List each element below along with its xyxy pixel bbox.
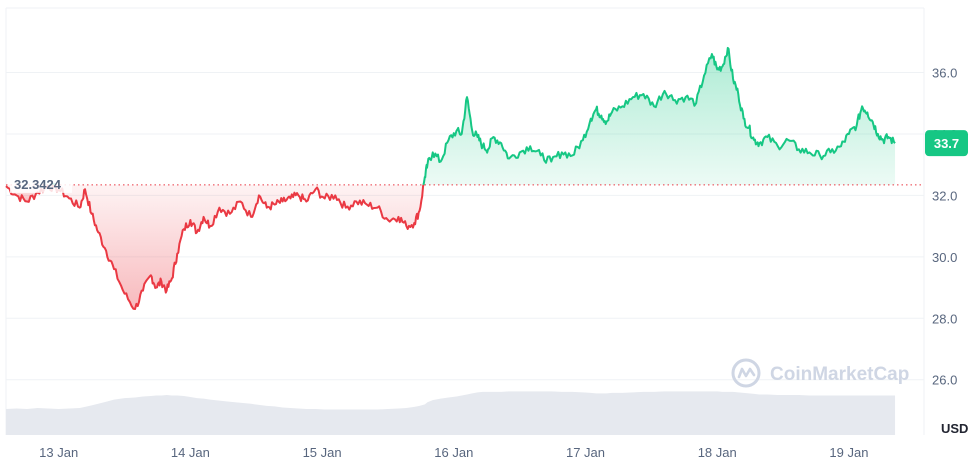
current-price-badge: 33.7 bbox=[925, 130, 968, 157]
y-tick-label: 36.0 bbox=[932, 66, 957, 81]
baseline: 32.3424 bbox=[6, 175, 924, 193]
down-price-line bbox=[54, 184, 425, 311]
y-tick-label: 32.0 bbox=[932, 188, 957, 203]
up-fill-area bbox=[423, 47, 896, 185]
baseline-label: 32.3424 bbox=[14, 177, 62, 192]
current-price-value: 33.7 bbox=[934, 136, 959, 151]
current-price-badge-bg bbox=[925, 130, 968, 157]
up-price-line bbox=[422, 46, 896, 186]
x-axis: 13 Jan 14 Jan 15 Jan 16 Jan 17 Jan 18 Jan 19 J… bbox=[39, 445, 868, 460]
baseline-label-bg bbox=[10, 175, 72, 193]
y-tick-label: 30.0 bbox=[932, 250, 957, 265]
volume-area bbox=[6, 391, 896, 435]
x-tick-label: 17 Jan bbox=[566, 445, 605, 460]
x-tick-label: 14 Jan bbox=[171, 445, 210, 460]
watermark-text: CoinMarketCap bbox=[770, 364, 909, 385]
volume-area-path bbox=[6, 391, 896, 435]
watermark: CoinMarketCap bbox=[731, 358, 909, 388]
y-axis-unit-label: USD bbox=[941, 421, 968, 436]
y-tick-label: 28.0 bbox=[932, 311, 957, 326]
down-fill-area bbox=[55, 184, 424, 310]
x-tick-label: 19 Jan bbox=[829, 445, 868, 460]
x-tick-label: 18 Jan bbox=[698, 445, 737, 460]
x-tick-label: 15 Jan bbox=[303, 445, 342, 460]
price-fill-areas bbox=[6, 47, 896, 310]
coinmarketcap-logo-icon bbox=[731, 358, 761, 388]
y-tick-label: 26.0 bbox=[932, 373, 957, 388]
x-tick-label: 16 Jan bbox=[434, 445, 473, 460]
x-tick-label: 13 Jan bbox=[39, 445, 78, 460]
